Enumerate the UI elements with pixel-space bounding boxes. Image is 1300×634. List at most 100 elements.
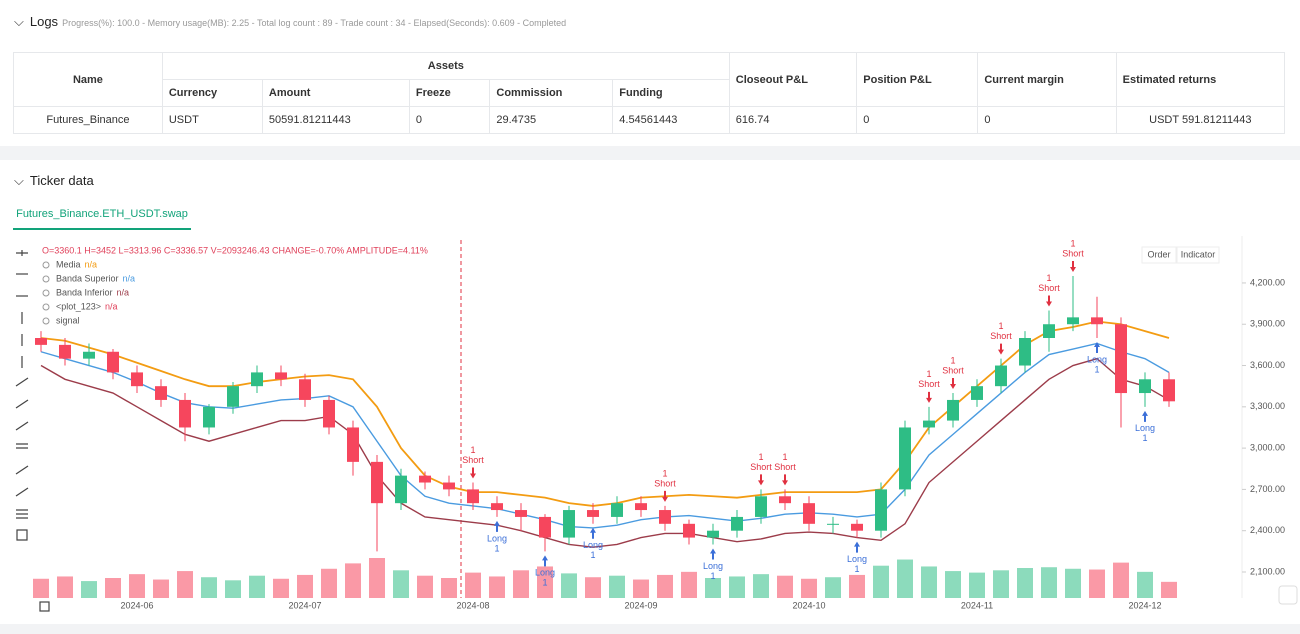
volume-bar [201, 577, 217, 598]
short-arrow [998, 343, 1004, 355]
volume-bar [897, 559, 913, 598]
volume-bar [57, 576, 73, 598]
indicator-line [40, 342, 1170, 529]
calendar-icon[interactable] [39, 601, 50, 612]
column-header: Closeout P&L [728, 52, 858, 107]
candle-body [227, 386, 239, 407]
signal-label: Long [1087, 354, 1107, 364]
candle-body [467, 489, 479, 504]
volume-bar [33, 578, 49, 598]
tool-icon[interactable] [16, 250, 28, 256]
candle-body [35, 337, 47, 345]
volume-bar [993, 570, 1009, 598]
order-label: Order [1147, 249, 1170, 259]
signal-label: Short [990, 331, 1012, 341]
candle-body [587, 510, 599, 517]
legend-name: signal [56, 315, 80, 325]
table-cell: Futures_Binance [13, 106, 163, 134]
candle-body [179, 399, 191, 428]
candle-body [875, 489, 887, 531]
assets-table: Name Assets Closeout P&L Position P&L Curren… [13, 52, 1286, 134]
tool-icon[interactable] [15, 487, 29, 497]
ticker-header[interactable]: ⌵ Ticker data [14, 173, 94, 188]
table-row: Currency Amount Freeze Commission Funding [14, 79, 1285, 107]
legend-value: n/a [85, 259, 98, 269]
scroll-button[interactable] [1278, 585, 1298, 605]
signal-label: Long [1135, 423, 1155, 433]
volume-bar [105, 578, 121, 598]
logs-panel: ⌵ Logs Progress(%): 100.0 - Memory usage(M… [0, 0, 1300, 146]
tool-icon[interactable] [16, 509, 28, 519]
volume-bar [537, 566, 553, 598]
ticker-title: Ticker data [29, 173, 94, 188]
tool-icon[interactable] [15, 465, 29, 475]
candle-body [779, 496, 791, 504]
candle-body [131, 372, 143, 387]
signal-label: Long [487, 533, 507, 543]
logs-header[interactable]: ⌵ Logs Progress(%): 100.0 - Memory usage(M… [14, 14, 567, 29]
x-tick-label: 2024-09 [624, 600, 657, 610]
volume-bar [297, 574, 313, 598]
tool-icon[interactable] [15, 377, 29, 387]
table-cell: 0 [856, 106, 979, 134]
legend-value: n/a [117, 287, 130, 297]
tool-icon[interactable] [16, 529, 28, 541]
column-header: Funding [612, 79, 730, 107]
y-tick-label: 3,600.00 [1250, 360, 1285, 370]
volume-bar [753, 574, 769, 598]
candle-body [83, 351, 95, 359]
table-row: Futures_Binance USDT 50591.81211443 0 29.473… [13, 106, 1286, 134]
long-arrow [542, 555, 548, 567]
table-cell: 4.54561443 [612, 106, 730, 134]
candle-body [995, 365, 1007, 387]
candle-body [899, 427, 911, 490]
volume-bar [1137, 571, 1153, 598]
signal-count: 1 [950, 355, 955, 365]
candle-body [515, 510, 527, 517]
volume-bar [729, 576, 745, 598]
long-arrow [494, 520, 500, 532]
volume-bar [609, 575, 625, 598]
volume-bar [465, 572, 481, 598]
volume-bar [1065, 568, 1081, 598]
signal-count: 1 [1094, 364, 1099, 374]
table-cell: 616.74 [728, 106, 858, 134]
short-arrow [782, 474, 788, 486]
volume-bar [177, 571, 193, 598]
indicator-button[interactable] [1176, 246, 1220, 264]
candle-body [251, 372, 263, 387]
volume-bar [657, 574, 673, 598]
volume-bar [1113, 562, 1129, 598]
volume-bar [225, 580, 241, 598]
ticker-tab[interactable]: Futures_Binance.ETH_USDT.swap [13, 200, 191, 230]
table-cell: USDT 591.81211443 [1115, 106, 1286, 134]
indicator-line [40, 357, 1170, 548]
legend-name: Media [56, 259, 81, 269]
x-tick-label: 2024-08 [456, 600, 489, 610]
signal-label: Short [750, 462, 772, 472]
signal-label: Short [774, 462, 796, 472]
signal-label: Long [583, 540, 603, 550]
volume-bar [321, 568, 337, 598]
table-cell: 0 [977, 106, 1117, 134]
candle-body [539, 516, 551, 538]
signal-label: Short [942, 365, 964, 375]
column-header: Position P&L [856, 52, 979, 107]
candle-body [323, 399, 335, 428]
table-cell: 50591.81211443 [261, 106, 410, 134]
long-arrow [854, 541, 860, 553]
short-arrow [662, 490, 668, 502]
column-header: Currency [161, 79, 263, 107]
tool-icon[interactable] [15, 399, 29, 409]
signal-label: Short [462, 455, 484, 465]
order-button[interactable] [1141, 246, 1177, 264]
candle-body [1115, 324, 1127, 394]
tool-icon[interactable] [15, 421, 29, 431]
x-tick-label: 2024-10 [792, 600, 825, 610]
candle-body [299, 379, 311, 400]
volume-bar [561, 573, 577, 598]
signal-count: 1 [470, 445, 475, 455]
y-tick-label: 4,200.00 [1250, 277, 1285, 287]
tool-icon[interactable] [16, 443, 28, 449]
